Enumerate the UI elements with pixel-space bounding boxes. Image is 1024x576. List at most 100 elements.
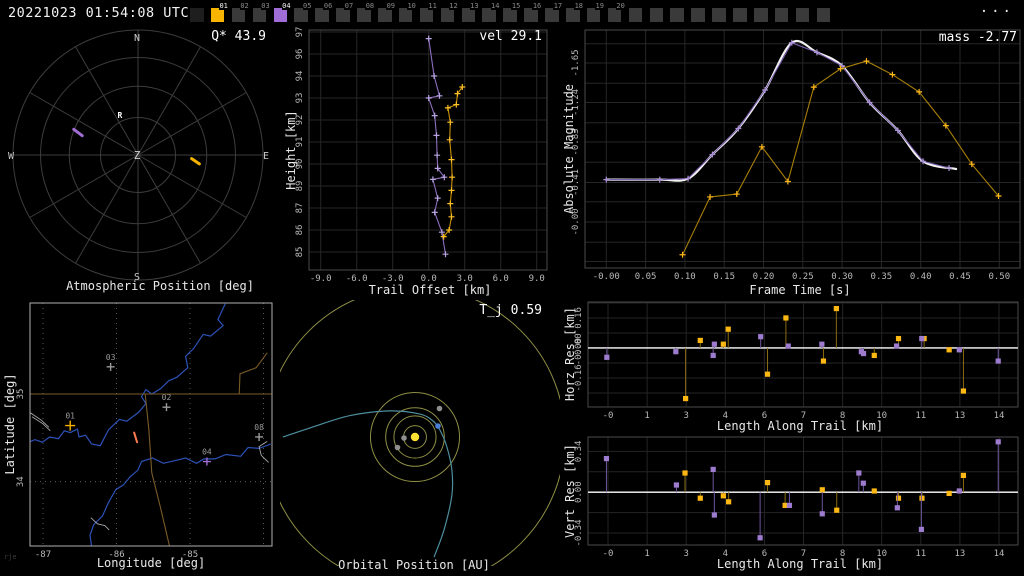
camera-box [587, 8, 601, 22]
camera-toggle-blank[interactable] [712, 8, 726, 22]
camera-box [524, 8, 538, 22]
svg-text:0.25: 0.25 [792, 272, 814, 282]
camera-label: 13 [470, 3, 479, 10]
camera-box [294, 8, 308, 22]
svg-text:0.05: 0.05 [635, 272, 657, 282]
atmospheric-position-plot: NSEWZR [0, 26, 280, 300]
camera-label: 11 [428, 3, 437, 10]
sun-marker [411, 433, 419, 441]
camera-label: 07 [344, 3, 353, 10]
camera-box [232, 8, 246, 22]
svg-text:14: 14 [994, 549, 1005, 559]
camera-label: 02 [240, 3, 249, 10]
svg-text:34: 34 [16, 476, 26, 487]
camera-toggle-18[interactable]: 18 [566, 8, 580, 22]
camera-toggle-blank[interactable] [629, 8, 643, 22]
svg-text:0.20: 0.20 [753, 272, 775, 282]
svg-text:0.30: 0.30 [831, 272, 853, 282]
camera-toggle-13[interactable]: 13 [462, 8, 476, 22]
camera-box [336, 8, 350, 22]
camera-toggle-20[interactable]: 20 [608, 8, 622, 22]
camera-toggle-blank[interactable] [775, 8, 789, 22]
camera-toggle-16[interactable]: 16 [524, 8, 538, 22]
camera-box [357, 8, 371, 22]
camera-toggle-03[interactable]: 03 [253, 8, 267, 22]
orbit-plot [280, 300, 560, 566]
timestamp: 20221023 01:54:08 UTC [8, 5, 189, 21]
svg-text:04: 04 [202, 448, 212, 457]
map-xlabel: Longitude [deg] [30, 556, 272, 570]
svg-text:01: 01 [65, 412, 75, 421]
velocity-annotation: vel 29.1 [460, 29, 542, 44]
camera-box [545, 8, 559, 22]
svg-text:N: N [134, 33, 140, 44]
camera-toggle-10[interactable]: 10 [399, 8, 413, 22]
horz-res-xlabel: Length Along Trail [km] [640, 419, 960, 433]
camera-box [462, 8, 476, 22]
camera-label: 16 [532, 3, 541, 10]
meteor-ground-track [134, 433, 137, 443]
camera-box [733, 8, 747, 22]
camera-toggle-09[interactable]: 09 [378, 8, 392, 22]
vert-residual-plot: -0134678101113140.340.00-0.34 [560, 433, 1024, 576]
camera-toggle-blank[interactable] [754, 8, 768, 22]
station-marker-02: 02 [162, 393, 172, 411]
camera-toggle-blank[interactable] [733, 8, 747, 22]
mass-xlabel: Frame Time [s] [640, 283, 960, 297]
earth-marker [435, 423, 441, 429]
svg-text:Z: Z [134, 149, 141, 162]
vert-res-xlabel: Length Along Trail [km] [640, 557, 960, 571]
app-window: 20221023 01:54:08 UTC 010203040506070809… [0, 0, 1024, 576]
camera-toggle-blank[interactable] [650, 8, 664, 22]
svg-text:08: 08 [254, 423, 264, 432]
camera-box [566, 8, 580, 22]
camera-toggle-05[interactable]: 05 [294, 8, 308, 22]
mars-marker [437, 406, 443, 412]
ground-map-plot: 0102030408-87-86-853534 [0, 300, 280, 566]
camera-strip: 0102030405060708091011121314151617181920 [190, 3, 830, 22]
watermark: rje [4, 553, 17, 561]
camera-box [691, 8, 705, 22]
camera-label: 06 [323, 3, 332, 10]
svg-text:93: 93 [295, 93, 305, 104]
camera-label: 04 [282, 3, 291, 10]
svg-text:R: R [117, 111, 122, 120]
camera-toggle-02[interactable]: 02 [232, 8, 246, 22]
camera-toggle-06[interactable]: 06 [315, 8, 329, 22]
camera-label: 05 [303, 3, 312, 10]
svg-text:03: 03 [106, 353, 116, 362]
camera-toggle-blank[interactable] [817, 8, 831, 22]
camera-toggle-15[interactable]: 15 [503, 8, 517, 22]
camera-label: 20 [616, 3, 625, 10]
camera-toggle-blank[interactable] [190, 8, 204, 22]
camera-box [482, 8, 496, 22]
camera-toggle-08[interactable]: 08 [357, 8, 371, 22]
vert-res-ylabel: Vert Res [km] [563, 444, 577, 538]
camera-01-streak [74, 129, 82, 135]
trail-ylabel: Height [km] [284, 110, 298, 189]
overflow-menu[interactable]: ... [980, 0, 1014, 16]
svg-text:-0: -0 [603, 411, 614, 421]
camera-label: 01 [219, 3, 228, 10]
camera-toggle-11[interactable]: 11 [420, 8, 434, 22]
camera-toggle-01[interactable]: 01 [211, 8, 225, 22]
station-marker-03: 03 [106, 353, 116, 371]
trail-xlabel: Trail Offset [km] [300, 283, 560, 297]
camera-toggle-blank[interactable] [796, 8, 810, 22]
camera-box [274, 8, 288, 22]
camera-04-streak [192, 159, 200, 164]
camera-box [796, 8, 810, 22]
camera-toggle-19[interactable]: 19 [587, 8, 601, 22]
camera-label: 15 [511, 3, 520, 10]
camera-label: 09 [386, 3, 395, 10]
svg-text:0.50: 0.50 [988, 272, 1010, 282]
camera-toggle-17[interactable]: 17 [545, 8, 559, 22]
camera-toggle-07[interactable]: 07 [336, 8, 350, 22]
camera-toggle-12[interactable]: 12 [441, 8, 455, 22]
camera-toggle-14[interactable]: 14 [482, 8, 496, 22]
camera-label: 17 [553, 3, 562, 10]
camera-box [775, 8, 789, 22]
camera-toggle-blank[interactable] [691, 8, 705, 22]
camera-toggle-04[interactable]: 04 [274, 8, 288, 22]
camera-toggle-blank[interactable] [670, 8, 684, 22]
